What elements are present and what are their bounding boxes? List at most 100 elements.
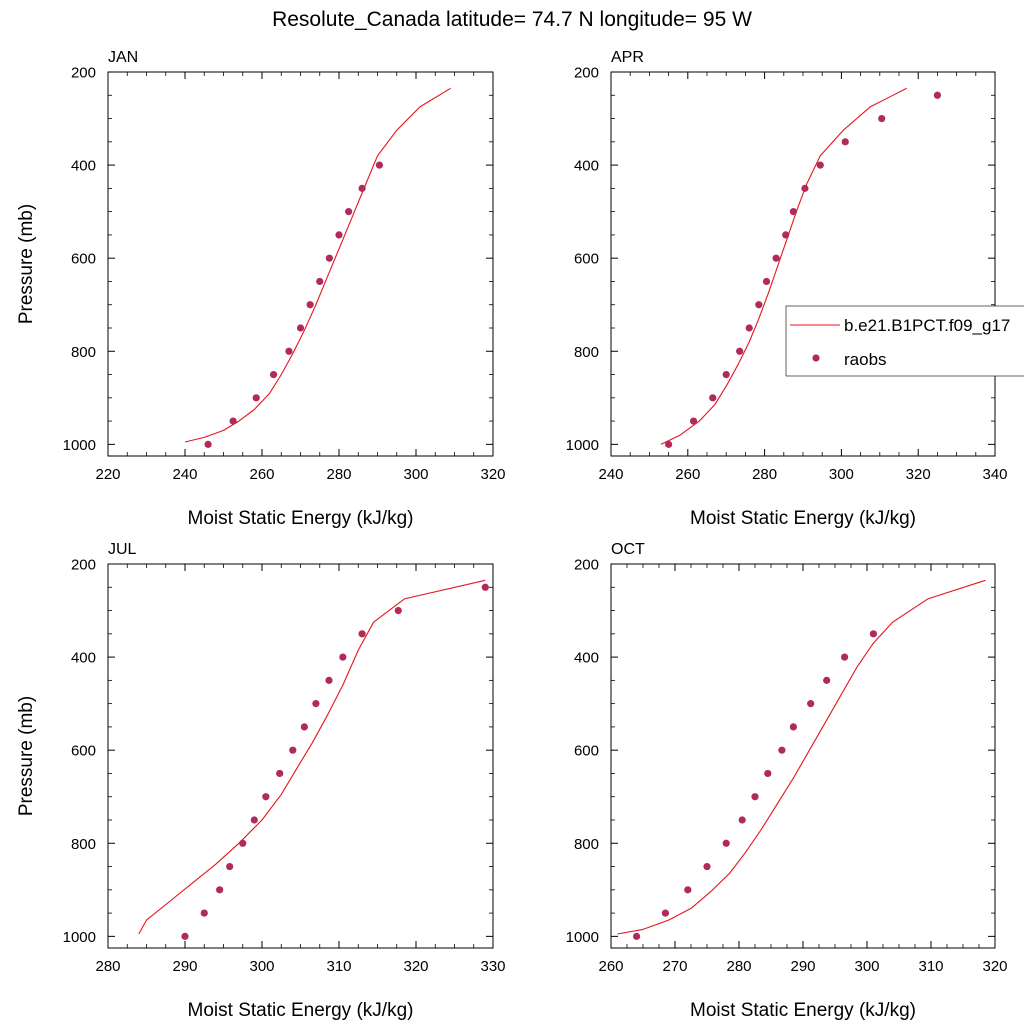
raobs-point bbox=[772, 254, 780, 262]
raobs-point bbox=[778, 746, 786, 754]
raobs-point bbox=[736, 347, 744, 355]
raobs-point bbox=[262, 793, 270, 801]
raobs-point bbox=[375, 161, 384, 169]
panel-label: JUL bbox=[108, 541, 137, 558]
x-tick-label: 310 bbox=[918, 958, 943, 975]
x-tick-label: 270 bbox=[662, 958, 687, 975]
raobs-point bbox=[358, 630, 366, 638]
x-tick-label: 320 bbox=[480, 466, 505, 483]
raobs-point bbox=[316, 277, 324, 286]
x-axis-label: Moist Static Energy (kJ/kg) bbox=[690, 1000, 916, 1021]
raobs-point bbox=[782, 231, 790, 239]
x-tick-label: 260 bbox=[675, 466, 700, 483]
raobs-point bbox=[285, 347, 293, 355]
raobs-point bbox=[722, 839, 730, 847]
legend-marker-swatch bbox=[812, 354, 820, 362]
raobs-point bbox=[339, 653, 347, 661]
y-axis-label: Pressure (mb) bbox=[16, 204, 37, 324]
raobs-point bbox=[789, 723, 798, 731]
legend-label-obs: raobs bbox=[844, 350, 887, 369]
panel-label: OCT bbox=[611, 541, 645, 558]
raobs-point bbox=[325, 676, 333, 684]
x-tick-label: 240 bbox=[598, 466, 623, 483]
panel-label: APR bbox=[611, 49, 644, 66]
x-tick-label: 300 bbox=[249, 958, 274, 975]
raobs-point bbox=[250, 816, 258, 824]
panel-apr: 240 260 280 300 320 340 200 400 600 800 1000 APR Moi… bbox=[566, 49, 1008, 529]
x-tick-label: 310 bbox=[326, 958, 351, 975]
raobs-point bbox=[300, 723, 308, 731]
raobs-point bbox=[481, 583, 489, 591]
x-tick-label: 240 bbox=[172, 466, 197, 483]
raobs-point bbox=[269, 370, 278, 379]
raobs-point bbox=[306, 301, 314, 309]
y-tick-label: 200 bbox=[574, 557, 599, 574]
raobs-point bbox=[325, 254, 333, 262]
raobs-point bbox=[358, 184, 366, 192]
raobs-point bbox=[738, 816, 746, 824]
raobs-point bbox=[801, 184, 809, 192]
raobs-point bbox=[869, 630, 878, 638]
y-tick-label: 1000 bbox=[566, 929, 599, 946]
legend-frame bbox=[785, 305, 1024, 377]
x-tick-label: 290 bbox=[790, 958, 815, 975]
y-tick-label: 400 bbox=[574, 158, 599, 175]
y-tick-label: 800 bbox=[574, 344, 599, 361]
y-tick-label: 600 bbox=[574, 743, 599, 760]
raobs-point bbox=[762, 277, 771, 286]
raobs-point bbox=[789, 208, 798, 216]
y-tick-label: 800 bbox=[71, 344, 96, 361]
x-tick-label: 300 bbox=[854, 958, 879, 975]
x-axis-label: Moist Static Energy (kJ/kg) bbox=[690, 508, 916, 529]
y-tick-label: 800 bbox=[574, 836, 599, 853]
raobs-point bbox=[252, 394, 260, 402]
y-tick-label: 600 bbox=[574, 251, 599, 268]
raobs-point bbox=[289, 746, 297, 754]
raobs-point bbox=[200, 909, 208, 917]
y-tick-label: 600 bbox=[71, 743, 96, 760]
raobs-point bbox=[878, 114, 886, 123]
raobs-point bbox=[181, 932, 189, 940]
panel-oct: 260 270 280 290 300 310 320 200 400 600 800 1000 OCT… bbox=[566, 541, 1008, 1021]
x-tick-label: 320 bbox=[982, 958, 1007, 975]
raobs-point bbox=[807, 700, 815, 708]
raobs-point bbox=[345, 208, 353, 216]
x-tick-label: 280 bbox=[95, 958, 120, 975]
y-tick-label: 1000 bbox=[63, 437, 96, 454]
y-tick-label: 1000 bbox=[63, 929, 96, 946]
x-tick-label: 260 bbox=[249, 466, 274, 483]
raobs-point bbox=[276, 769, 284, 778]
y-tick-label: 600 bbox=[71, 251, 96, 268]
panel-jan: 220 240 260 280 300 320 200 400 600 800 1000 JAN Moi… bbox=[16, 49, 506, 529]
x-tick-label: 330 bbox=[480, 958, 505, 975]
y-tick-label: 400 bbox=[71, 650, 96, 667]
raobs-point bbox=[841, 653, 849, 661]
raobs-point bbox=[689, 417, 698, 425]
x-tick-label: 300 bbox=[403, 466, 428, 483]
x-axis-label: Moist Static Energy (kJ/kg) bbox=[188, 1000, 414, 1021]
x-tick-label: 260 bbox=[598, 958, 623, 975]
x-tick-label: 280 bbox=[326, 466, 351, 483]
raobs-point bbox=[764, 769, 772, 778]
raobs-point bbox=[745, 324, 753, 332]
raobs-point bbox=[823, 676, 831, 684]
x-tick-label: 300 bbox=[829, 466, 854, 483]
x-tick-label: 290 bbox=[172, 958, 197, 975]
y-tick-label: 400 bbox=[71, 158, 96, 175]
raobs-point bbox=[684, 886, 692, 894]
raobs-point bbox=[709, 394, 717, 402]
y-tick-label: 200 bbox=[574, 65, 599, 82]
raobs-point bbox=[933, 91, 942, 99]
raobs-point bbox=[204, 440, 212, 448]
model-profile-line bbox=[660, 87, 907, 445]
x-tick-label: 280 bbox=[726, 958, 751, 975]
raobs-point bbox=[751, 793, 759, 801]
raobs-point bbox=[216, 886, 224, 894]
raobs-point bbox=[703, 862, 711, 871]
model-profile-line bbox=[138, 579, 486, 935]
raobs-point bbox=[755, 301, 763, 309]
raobs-point bbox=[722, 370, 730, 379]
raobs-point bbox=[665, 440, 673, 448]
raobs-point bbox=[239, 839, 247, 847]
